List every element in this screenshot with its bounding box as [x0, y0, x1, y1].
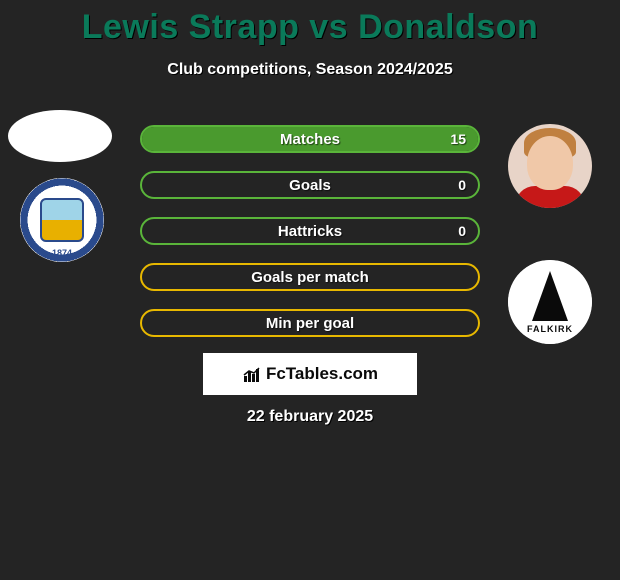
stat-bar: Goals per match: [140, 263, 480, 291]
stat-bar: Matches 15: [140, 125, 480, 153]
stat-bar: Hattricks 0: [140, 217, 480, 245]
stat-row: Hattricks 0: [140, 217, 480, 245]
stat-label: Goals: [289, 177, 331, 194]
stat-value: 0: [458, 223, 466, 239]
stat-label: Min per goal: [266, 315, 354, 332]
stat-value: 15: [450, 131, 466, 147]
player2-avatar: [508, 124, 592, 208]
subtitle: Club competitions, Season 2024/2025: [0, 61, 620, 79]
player1-avatar: [8, 110, 112, 162]
stat-row: Min per goal: [140, 309, 480, 337]
branding-text: FcTables.com: [266, 364, 378, 384]
stat-label: Matches: [280, 131, 340, 148]
player1-club-badge: 1874: [20, 178, 104, 262]
branding-box: FcTables.com: [203, 353, 417, 395]
stat-row: Goals per match: [140, 263, 480, 291]
stat-label: Hattricks: [278, 223, 342, 240]
date-text: 22 february 2025: [247, 408, 373, 426]
player2-club-badge: FALKIRK: [508, 260, 592, 344]
stat-row: Matches 15: [140, 125, 480, 153]
stat-value: 0: [458, 177, 466, 193]
stat-row: Goals 0: [140, 171, 480, 199]
stat-bar: Min per goal: [140, 309, 480, 337]
player2-club-text: FALKIRK: [527, 324, 573, 334]
bar-chart-icon: [242, 366, 262, 382]
page-title: Lewis Strapp vs Donaldson: [0, 0, 620, 47]
player1-club-year: 1874: [52, 248, 72, 258]
stat-label: Goals per match: [251, 269, 369, 286]
stat-bar: Goals 0: [140, 171, 480, 199]
